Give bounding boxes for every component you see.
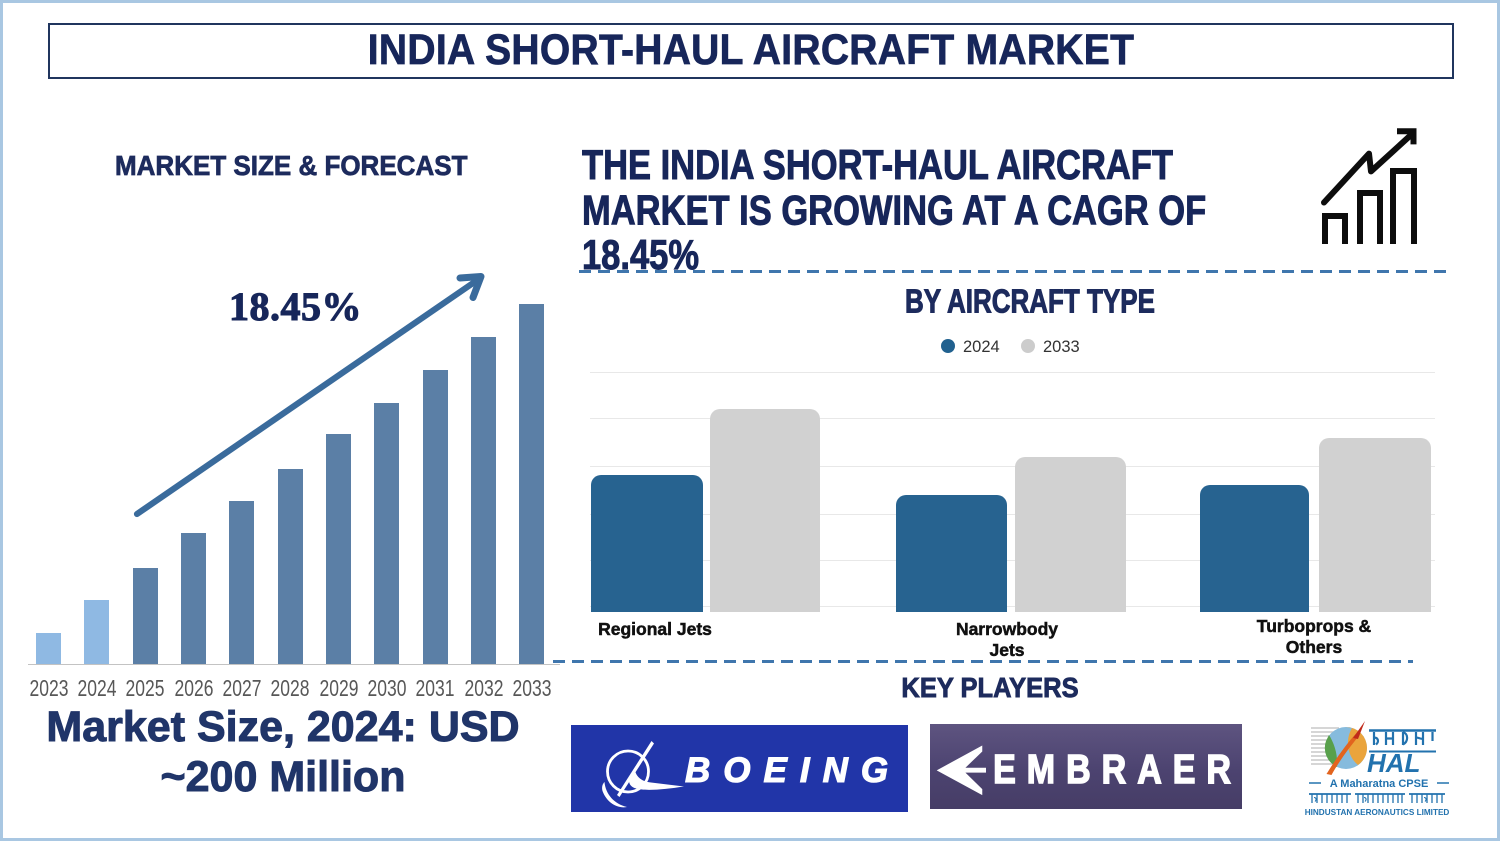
svg-text:A Maharatna CPSE: A Maharatna CPSE [1330, 778, 1429, 790]
svg-text:HINDUSTAN AERONAUTICS LIMITED: HINDUSTAN AERONAUTICS LIMITED [1305, 808, 1449, 817]
svg-text:HAL: HAL [1367, 748, 1420, 778]
